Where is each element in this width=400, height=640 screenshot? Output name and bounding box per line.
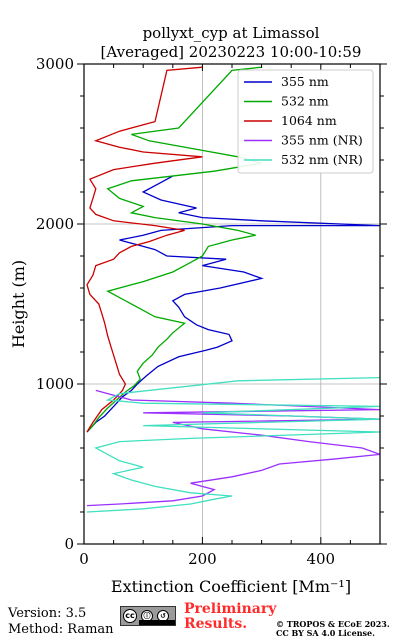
legend: 355 nm 532 nm 1064 nm 355 nm (NR) 532 nm (NR…: [237, 69, 374, 174]
legend-label-1: 532 nm: [281, 94, 329, 109]
y-tick-label-2: 2000: [36, 215, 74, 233]
version-label: Version: 3.5: [8, 606, 87, 621]
preliminary-notice: Preliminary Results.: [184, 602, 276, 632]
y-tick-label-1: 1000: [36, 375, 74, 393]
preliminary-line2: Results.: [184, 616, 248, 632]
series-line-0: [86, 175, 381, 433]
preliminary-line1: Preliminary: [184, 601, 277, 617]
legend-label-2: 1064 nm: [281, 113, 337, 128]
series-line-1: [88, 66, 262, 431]
legend-label-0: 355 nm: [281, 74, 329, 89]
cc-icon: cc: [123, 609, 137, 623]
chart-title-line1: pollyxt_cyp at Limassol: [143, 24, 320, 42]
chart-title-line2: [Averaged] 20230223 10:00-10:59: [101, 43, 362, 61]
x-tick-label-2: 400: [306, 550, 335, 568]
y-tick-label-3: 3000: [36, 55, 74, 73]
cc-by-sa-license-badge: cc ⓘ ↺: [120, 606, 176, 626]
copyright-line1: © TROPOS & ECoE 2023.: [276, 619, 390, 629]
copyright-line2: CC BY SA 4.0 License.: [276, 628, 375, 638]
series-line-3: [86, 389, 381, 507]
legend-box: [237, 69, 374, 174]
series-line-4: [86, 376, 381, 513]
y-tick-label-0: 0: [64, 535, 74, 553]
x-axis-label: Extinction Coefficient [Mm⁻¹]: [111, 577, 351, 596]
axis-ticks: 0 200 400 0 1000 2000 3000: [36, 55, 387, 568]
x-tick-label-1: 200: [188, 550, 217, 568]
copyright-notice: © TROPOS & ECoE 2023. CC BY SA 4.0 Licen…: [276, 620, 390, 638]
x-tick-label-0: 0: [79, 550, 89, 568]
method-label: Method: Raman: [8, 622, 114, 637]
legend-label-4: 532 nm (NR): [281, 152, 363, 167]
share-alike-icon: ↺: [157, 610, 169, 622]
legend-label-3: 355 nm (NR): [281, 133, 363, 148]
y-axis-label: Height (m): [9, 260, 28, 348]
series-line-2: [86, 66, 203, 433]
license-strip: [139, 620, 175, 625]
